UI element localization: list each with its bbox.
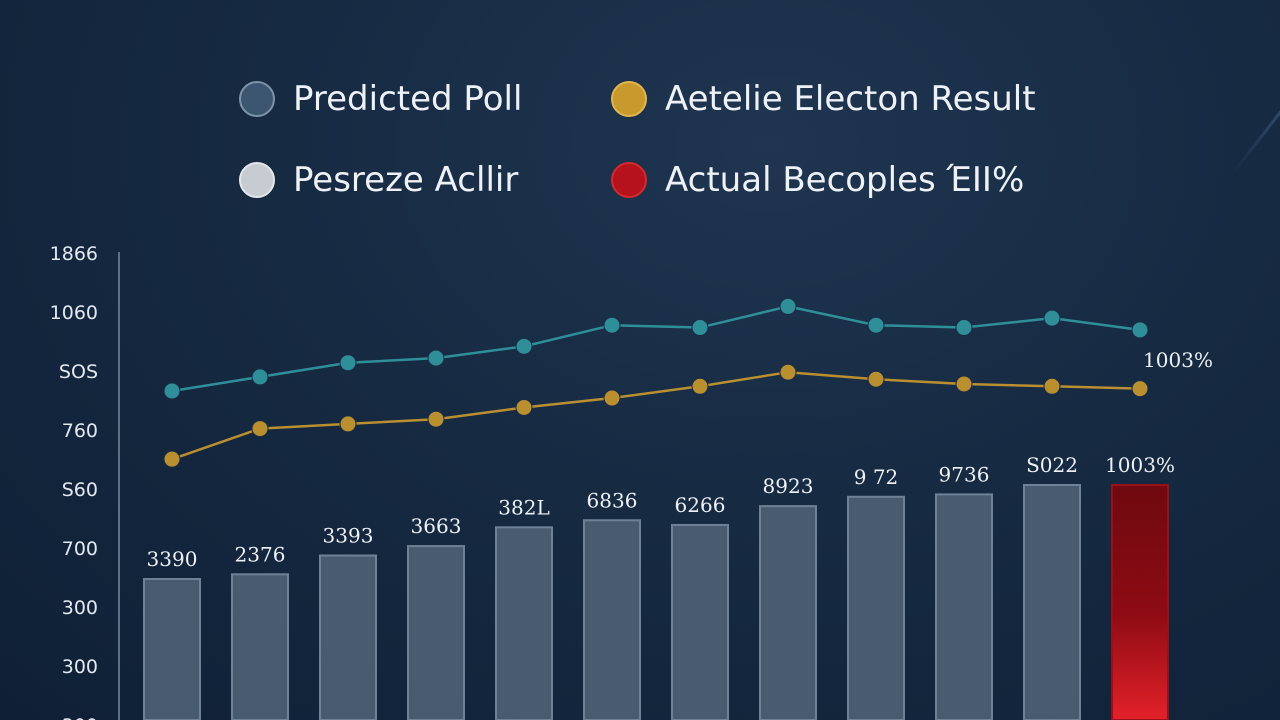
series-point <box>515 337 533 355</box>
bar <box>319 554 377 720</box>
bar <box>671 523 729 720</box>
series-point <box>603 316 621 334</box>
series-point <box>1131 380 1149 398</box>
series-point <box>691 319 709 337</box>
series-point <box>779 363 797 381</box>
bar-series <box>143 484 1169 720</box>
bar-value-label: 2376 <box>235 542 286 566</box>
series-point <box>163 450 181 468</box>
series-point <box>427 410 445 428</box>
bar <box>143 578 201 720</box>
series-point <box>955 375 973 393</box>
bar-value-label: 8923 <box>763 474 814 498</box>
series-point <box>339 354 357 372</box>
bar-value-label: 1003% <box>1105 453 1175 477</box>
bar <box>407 545 465 720</box>
legend-swatch-predicted-poll <box>239 81 275 117</box>
legend-swatch-actual <box>611 162 647 198</box>
series-point <box>955 319 973 337</box>
y-tick-label: SOS <box>59 361 98 383</box>
series-point <box>251 420 269 438</box>
legend-label-pesreze: Pesreze Acllir <box>293 160 519 200</box>
series-point <box>163 382 181 400</box>
bar-highlight <box>1111 484 1169 720</box>
series-point <box>1043 377 1061 395</box>
y-tick-label: 300 <box>62 656 98 678</box>
legend-swatch-election-result <box>611 81 647 117</box>
bar <box>231 573 289 720</box>
series-point <box>867 370 885 388</box>
bar <box>583 519 641 720</box>
legend-item-election-result: Aetelie Electon Result <box>611 79 1036 119</box>
legend-label-predicted-poll: Predicted Poll <box>293 79 523 119</box>
series-point <box>251 368 269 386</box>
bar <box>495 526 553 720</box>
bar <box>759 505 817 720</box>
y-axis-ticks: 1866 1060 SOS 760 S60 700 300 300 300 <box>50 243 98 720</box>
series-line <box>171 370 1141 461</box>
series-point <box>603 389 621 407</box>
bar-value-label: 6836 <box>587 488 638 512</box>
legend-item-predicted-poll: Predicted Poll <box>239 79 522 119</box>
y-tick-label: 1060 <box>50 302 98 324</box>
bar <box>847 495 905 720</box>
y-tick-label: 700 <box>62 538 98 560</box>
series-point <box>867 316 885 334</box>
bar <box>1023 484 1081 720</box>
bar <box>935 493 993 720</box>
bar-value-label: 3663 <box>411 514 462 538</box>
legend-item-pesreze: Pesreze Acllir <box>239 160 518 200</box>
bar-value-label: 3393 <box>323 524 374 548</box>
y-tick-label: 300 <box>62 597 98 619</box>
series-point <box>515 398 533 416</box>
bar-value-label: 9736 <box>939 462 990 486</box>
line-series <box>163 297 1149 468</box>
bar-value-label: S022 <box>1026 453 1078 477</box>
series-point <box>339 415 357 433</box>
legend-item-actual: Actual Becoples ΈΙΙ% <box>611 160 1024 200</box>
y-tick-label: 760 <box>62 420 98 442</box>
series-point <box>427 349 445 367</box>
y-tick-label: S60 <box>62 479 98 501</box>
bar-value-label: 3390 <box>147 547 198 571</box>
series-line <box>171 305 1141 393</box>
y-tick-label: 1866 <box>50 243 98 265</box>
line-end-label: 1003% <box>1143 348 1213 372</box>
series-point <box>779 297 797 315</box>
series-point <box>1043 309 1061 327</box>
bar-value-label: 382L <box>498 495 549 519</box>
legend-label-election-result: Aetelie Electon Result <box>665 79 1036 119</box>
series-point <box>691 377 709 395</box>
bar-value-label: 6266 <box>675 493 726 517</box>
legend-swatch-pesreze <box>239 162 275 198</box>
series-point <box>1131 321 1149 339</box>
bar-data-labels: 3390 2376 3393 3663 382L 6836 6266 8923 9 72 9736… <box>147 453 1175 571</box>
legend-label-actual: Actual Becoples ΈΙΙ% <box>665 160 1025 200</box>
bar-value-label: 9 72 <box>854 465 899 489</box>
y-tick-label: 300 <box>62 715 98 720</box>
